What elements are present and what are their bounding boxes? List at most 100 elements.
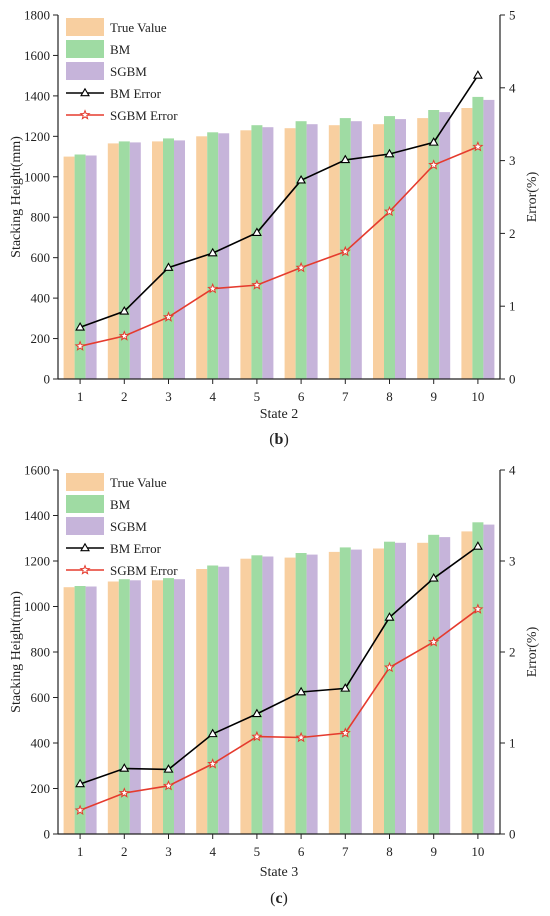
bar-true-value-3 (152, 141, 163, 379)
bar-bm-5 (251, 555, 263, 834)
point-bm-error-1 (75, 778, 86, 788)
bar-true-value-3 (152, 580, 163, 834)
line-sgbm-error (79, 608, 479, 812)
y-tick-label: 200 (31, 781, 51, 796)
legend-bm-label: BM (110, 497, 131, 512)
point-sgbm-error-4 (207, 282, 219, 294)
bar-sgbm-1 (85, 155, 97, 379)
y-tick-label: 1200 (24, 129, 50, 144)
bar-bm-6 (295, 121, 307, 379)
point-bm-error-9 (428, 572, 439, 582)
point-bm-error-7 (340, 154, 351, 164)
bar-bm-10 (472, 522, 484, 834)
legend-sgbm-error-marker (79, 564, 91, 575)
bar-true-value-10 (461, 531, 473, 834)
y-tick-label: 200 (31, 331, 51, 346)
y2-tick-label: 2 (509, 226, 516, 241)
y2-tick-label: 3 (509, 554, 516, 569)
x-tick-label: 5 (254, 844, 261, 859)
point-sgbm-error-3 (163, 780, 174, 791)
point-sgbm-error-8 (383, 205, 396, 217)
bar-bm-4 (207, 565, 219, 834)
point-bm-error-8 (384, 612, 395, 621)
y-tick-label: 800 (31, 645, 51, 660)
bar-bm-9 (428, 534, 440, 834)
bar-bm-3 (163, 138, 174, 379)
legend-bm-label: BM (110, 42, 131, 57)
bar-sgbm-2 (129, 142, 141, 379)
point-sgbm-error-5 (251, 279, 263, 290)
bar-true-value-6 (284, 128, 296, 379)
y2-tick-label: 1 (509, 299, 516, 314)
x-tick-label: 4 (209, 844, 216, 859)
point-bm-error-6 (296, 686, 307, 696)
line-bm-error (79, 545, 479, 785)
x-axis-label: State 2 (260, 407, 299, 422)
x-tick-label: 10 (471, 389, 484, 404)
y-tick-label: 0 (44, 372, 51, 387)
panel-label: (c) (270, 890, 288, 907)
bar-bm-10 (472, 96, 484, 380)
y2-tick-label: 5 (509, 8, 516, 23)
point-sgbm-error-1 (74, 340, 86, 351)
legend-bm-error-marker (80, 542, 90, 552)
x-tick-label: 2 (121, 844, 128, 859)
y-tick-label: 800 (31, 210, 51, 225)
y-tick-label: 400 (31, 736, 51, 751)
bar-true-value-9 (417, 542, 429, 834)
y2-tick-label: 4 (509, 463, 516, 478)
bar-bm-9 (428, 110, 440, 379)
y-tick-label: 600 (31, 250, 51, 265)
bar-true-value-5 (240, 130, 252, 379)
y-tick-label: 1200 (24, 554, 50, 569)
point-sgbm-error-3 (162, 311, 175, 322)
bar-sgbm-9 (439, 537, 451, 834)
legend-bm-swatch (66, 40, 104, 58)
bar-sgbm-6 (306, 554, 318, 834)
y2-tick-label: 0 (509, 372, 516, 387)
bar-true-value-7 (328, 125, 340, 379)
x-tick-label: 8 (386, 844, 393, 859)
bar-true-value-6 (284, 557, 296, 834)
bar-sgbm-9 (439, 112, 451, 379)
y-tick-label: 1600 (24, 463, 50, 478)
point-bm-error-10 (472, 70, 483, 79)
legend-bm-error-marker (80, 87, 90, 97)
point-sgbm-error-6 (295, 261, 307, 273)
bar-true-value-5 (240, 558, 252, 834)
point-sgbm-error-7 (339, 727, 351, 738)
x-tick-label: 2 (121, 389, 128, 404)
chart-panel-b: 0 200 400 600 800 1000 1200 1400 1600 1800 0 1 2 3 4 5 1… (9, 8, 540, 449)
bar-bm-8 (384, 541, 395, 834)
point-sgbm-error-2 (118, 787, 130, 798)
legend-sgbm-label: SGBM (110, 64, 147, 79)
y2-axis-label: Error(%) (525, 171, 540, 222)
bar-bm-2 (118, 579, 130, 834)
legend-bm-error-label: BM Error (110, 86, 162, 101)
point-sgbm-error-10 (472, 603, 484, 614)
line-sgbm-error (79, 146, 479, 347)
point-sgbm-error-6 (295, 731, 307, 743)
point-bm-error-4 (207, 728, 218, 738)
bar-true-value-4 (196, 136, 208, 379)
bar-true-value-10 (461, 108, 473, 379)
y-tick-label: 1400 (24, 88, 50, 103)
legend-sgbm-label: SGBM (110, 519, 147, 534)
point-sgbm-error-4 (207, 758, 219, 769)
point-sgbm-error-5 (251, 730, 263, 742)
x-tick-label: 6 (298, 389, 305, 404)
legend-sgbm-swatch (66, 517, 104, 535)
x-axis-label: State 3 (260, 865, 299, 880)
legend-sgbm-error-marker (79, 109, 91, 120)
point-sgbm-error-9 (428, 159, 440, 170)
point-bm-error-2 (119, 763, 130, 772)
x-tick-label: 1 (77, 389, 84, 404)
legend-sgbm-error-label: SGBM Error (110, 563, 178, 578)
x-tick-label: 5 (254, 389, 261, 404)
point-bm-error-10 (472, 541, 483, 550)
bar-sgbm-2 (129, 580, 141, 834)
y-tick-label: 1000 (24, 169, 50, 184)
legend-true-value-swatch (66, 473, 104, 491)
legend-true-value-label: True Value (110, 20, 167, 35)
point-bm-error-7 (340, 683, 351, 692)
